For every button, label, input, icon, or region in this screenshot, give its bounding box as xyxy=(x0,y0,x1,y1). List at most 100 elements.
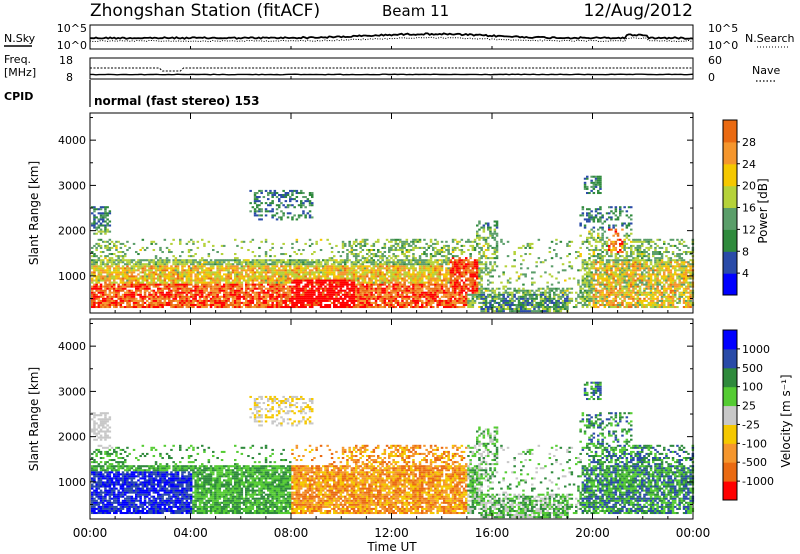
power-cell xyxy=(473,265,477,268)
power-cell xyxy=(410,265,413,268)
power-cell xyxy=(300,269,303,272)
power-cell xyxy=(471,293,475,296)
power-cell xyxy=(372,287,376,290)
power-cell xyxy=(341,242,345,245)
power-cell xyxy=(110,275,114,278)
power-cell xyxy=(179,293,182,296)
power-cell xyxy=(115,244,118,247)
power-cell xyxy=(504,285,508,288)
power-cell xyxy=(509,281,512,284)
power-cell xyxy=(258,281,261,284)
power-cell xyxy=(465,297,468,300)
power-cell xyxy=(337,285,340,288)
power-cell xyxy=(434,279,437,282)
power-cell xyxy=(260,283,263,286)
power-cell xyxy=(289,261,292,264)
power-cell xyxy=(392,279,395,282)
power-cell xyxy=(324,275,327,278)
power-cell xyxy=(306,267,310,270)
power-cell xyxy=(403,265,406,268)
power-cell xyxy=(564,289,567,292)
power-cell xyxy=(124,255,127,258)
power-cell xyxy=(207,261,211,264)
power-cell xyxy=(106,306,109,309)
power-cell xyxy=(432,261,435,264)
power-cell xyxy=(128,301,131,304)
power-cell xyxy=(106,283,109,286)
power-cell xyxy=(350,306,354,309)
power-cell xyxy=(504,265,508,268)
power-cell xyxy=(344,306,347,309)
power-cell xyxy=(269,295,272,298)
power-cell xyxy=(253,271,257,274)
power-cell xyxy=(280,259,283,262)
power-cell xyxy=(484,261,488,264)
power-cell xyxy=(216,299,219,302)
power-cell xyxy=(152,271,156,274)
power-cell xyxy=(388,279,391,282)
power-cell xyxy=(291,306,294,309)
power-cell xyxy=(93,208,96,211)
power-cell xyxy=(333,265,336,268)
power-cell xyxy=(115,287,118,290)
power-cell xyxy=(207,281,211,284)
power-cell xyxy=(126,297,129,300)
power-cell xyxy=(275,285,279,288)
power-cell xyxy=(115,240,118,243)
power-cell xyxy=(520,289,523,292)
power-cell xyxy=(291,246,294,249)
power-cell xyxy=(249,279,252,282)
power-cell xyxy=(192,255,195,258)
power-cell xyxy=(317,281,321,284)
power-cell xyxy=(108,291,112,294)
power-cell xyxy=(484,257,488,260)
power-cell xyxy=(201,267,204,270)
power-cell xyxy=(425,291,428,294)
power-cell xyxy=(458,265,461,268)
power-cell xyxy=(108,297,112,300)
power-cell xyxy=(390,285,393,288)
power-cell xyxy=(462,295,466,298)
power-cell xyxy=(458,281,461,284)
power-cell xyxy=(108,210,112,213)
power-cell xyxy=(172,289,175,292)
power-cell xyxy=(313,267,316,270)
power-cell xyxy=(381,289,384,292)
power-cell xyxy=(425,249,428,252)
power-cell xyxy=(379,281,382,284)
power-cell xyxy=(478,222,481,225)
power-cell xyxy=(91,259,94,262)
power-cell xyxy=(478,281,481,284)
power-cell xyxy=(161,259,164,262)
power-cell xyxy=(152,291,156,294)
power-cell xyxy=(491,308,494,311)
power-cell xyxy=(526,291,530,294)
power-cell xyxy=(548,289,552,292)
power-cell xyxy=(443,289,446,292)
power-cell xyxy=(410,275,413,278)
power-cell xyxy=(412,279,415,282)
power-cell xyxy=(456,242,459,245)
power-cell xyxy=(418,267,422,270)
power-cell xyxy=(410,267,413,270)
power-cell xyxy=(269,210,272,213)
power-cell xyxy=(467,269,470,272)
power-cell xyxy=(423,246,426,249)
power-cell xyxy=(141,281,145,284)
power-cell xyxy=(295,218,299,221)
power-cell xyxy=(418,285,422,288)
power-cell xyxy=(97,281,101,284)
power-cell xyxy=(110,304,114,307)
power-cell xyxy=(223,269,226,272)
power-cell xyxy=(183,259,186,262)
power-cell xyxy=(581,261,585,264)
power-cell xyxy=(471,246,475,249)
power-cell xyxy=(253,283,257,286)
power-cell xyxy=(484,287,488,290)
power-cell xyxy=(333,277,336,280)
power-cell xyxy=(154,277,158,280)
power-cell xyxy=(504,308,508,311)
power-cell xyxy=(416,287,420,290)
power-cell xyxy=(260,265,263,268)
power-cell xyxy=(445,255,448,258)
